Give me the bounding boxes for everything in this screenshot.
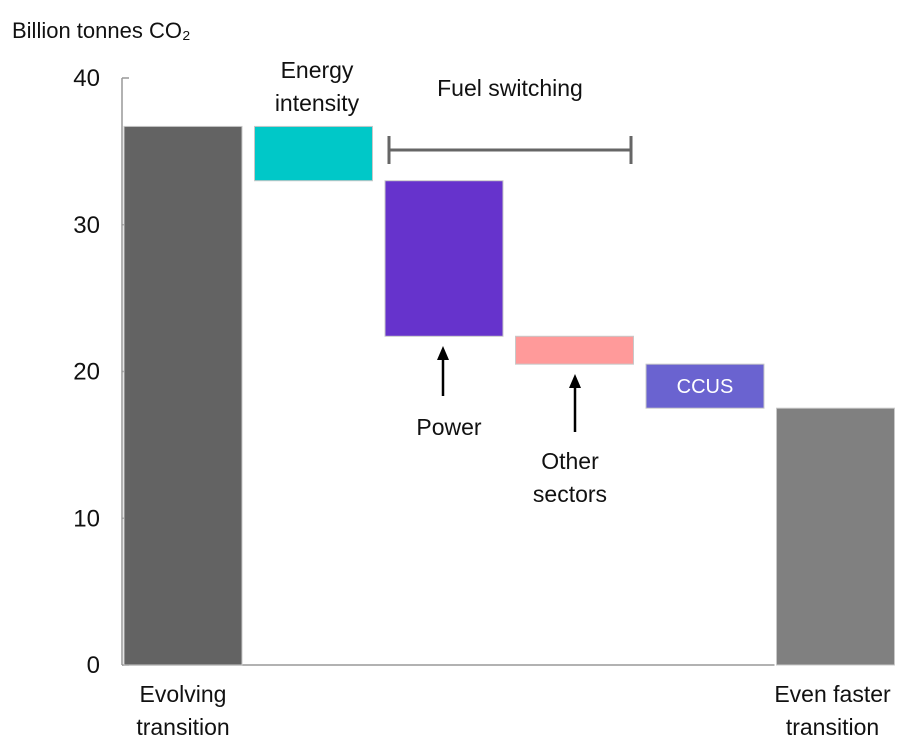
bar: [254, 125, 373, 182]
y-tick-label: 30: [73, 212, 100, 239]
bar: [776, 407, 895, 666]
y-tick-label: 40: [73, 65, 100, 92]
category-label: Energy intensity: [274, 57, 360, 116]
arrow-head: [437, 346, 449, 360]
y-tick-label: 20: [73, 359, 100, 386]
bar: [515, 335, 634, 365]
arrow: [441, 356, 577, 432]
bar: [645, 363, 765, 409]
y-tick-label: 10: [73, 505, 100, 532]
category-label: Even faster transition: [774, 681, 891, 740]
chart-title: Billion tonnes CO₂: [12, 18, 191, 43]
category-label: CCUS: [677, 376, 734, 398]
y-tick-label: 0: [87, 652, 100, 679]
bar: [384, 180, 504, 337]
bar: [123, 125, 243, 666]
category-label: Evolving transition: [136, 681, 230, 740]
annotation: Fuel switching: [437, 75, 583, 101]
arrow-head: [569, 374, 581, 388]
category-label: Power: [416, 414, 482, 440]
bracket: [387, 136, 633, 164]
category-label: Other sectors: [532, 448, 608, 507]
